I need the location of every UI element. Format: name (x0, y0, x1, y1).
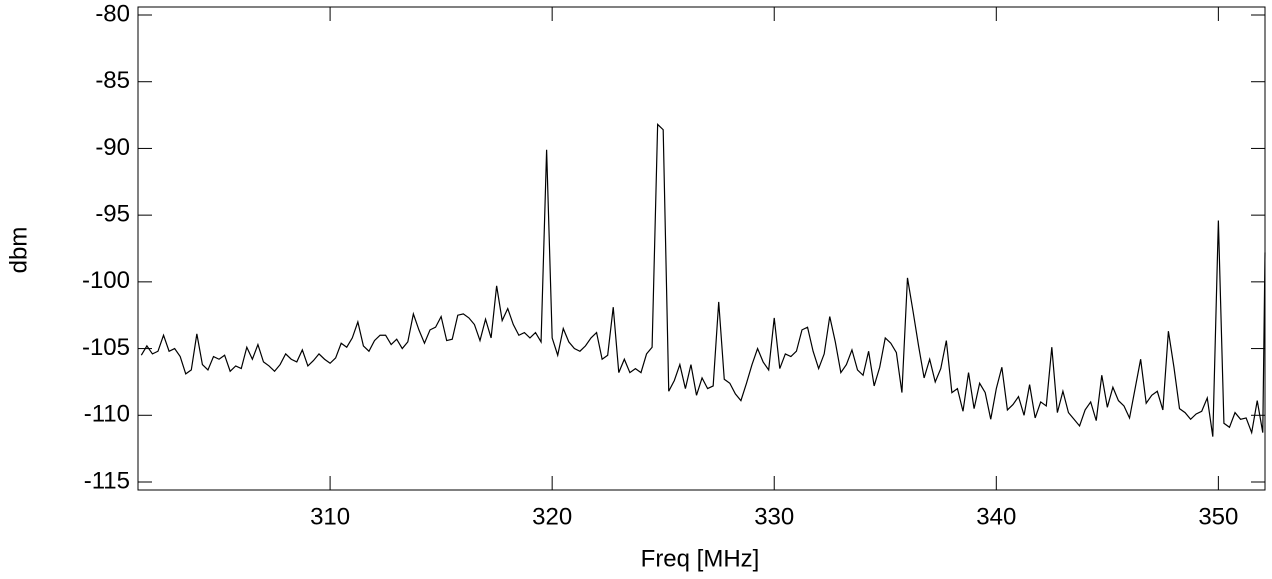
y-tick-label: -85 (95, 67, 130, 94)
plot-frame (137, 6, 1266, 491)
x-tick-label: 320 (532, 503, 572, 530)
x-tick-label: 330 (754, 503, 794, 530)
x-tick-label: 310 (310, 503, 350, 530)
y-tick-label: -95 (95, 200, 130, 227)
x-axis-label: Freq [MHz] (641, 545, 760, 572)
y-tick-label: -100 (82, 267, 130, 294)
y-tick-label: -115 (84, 467, 130, 494)
y-tick-label: -80 (95, 0, 130, 27)
y-axis-label: dbm (5, 227, 32, 274)
x-tick-label: 350 (1198, 503, 1238, 530)
x-tick-label: 340 (976, 503, 1016, 530)
y-tick-label: -110 (84, 401, 130, 428)
y-tick-label: -90 (95, 134, 130, 161)
y-tick-label: -105 (82, 334, 130, 361)
spectrum-line (140, 123, 1266, 437)
